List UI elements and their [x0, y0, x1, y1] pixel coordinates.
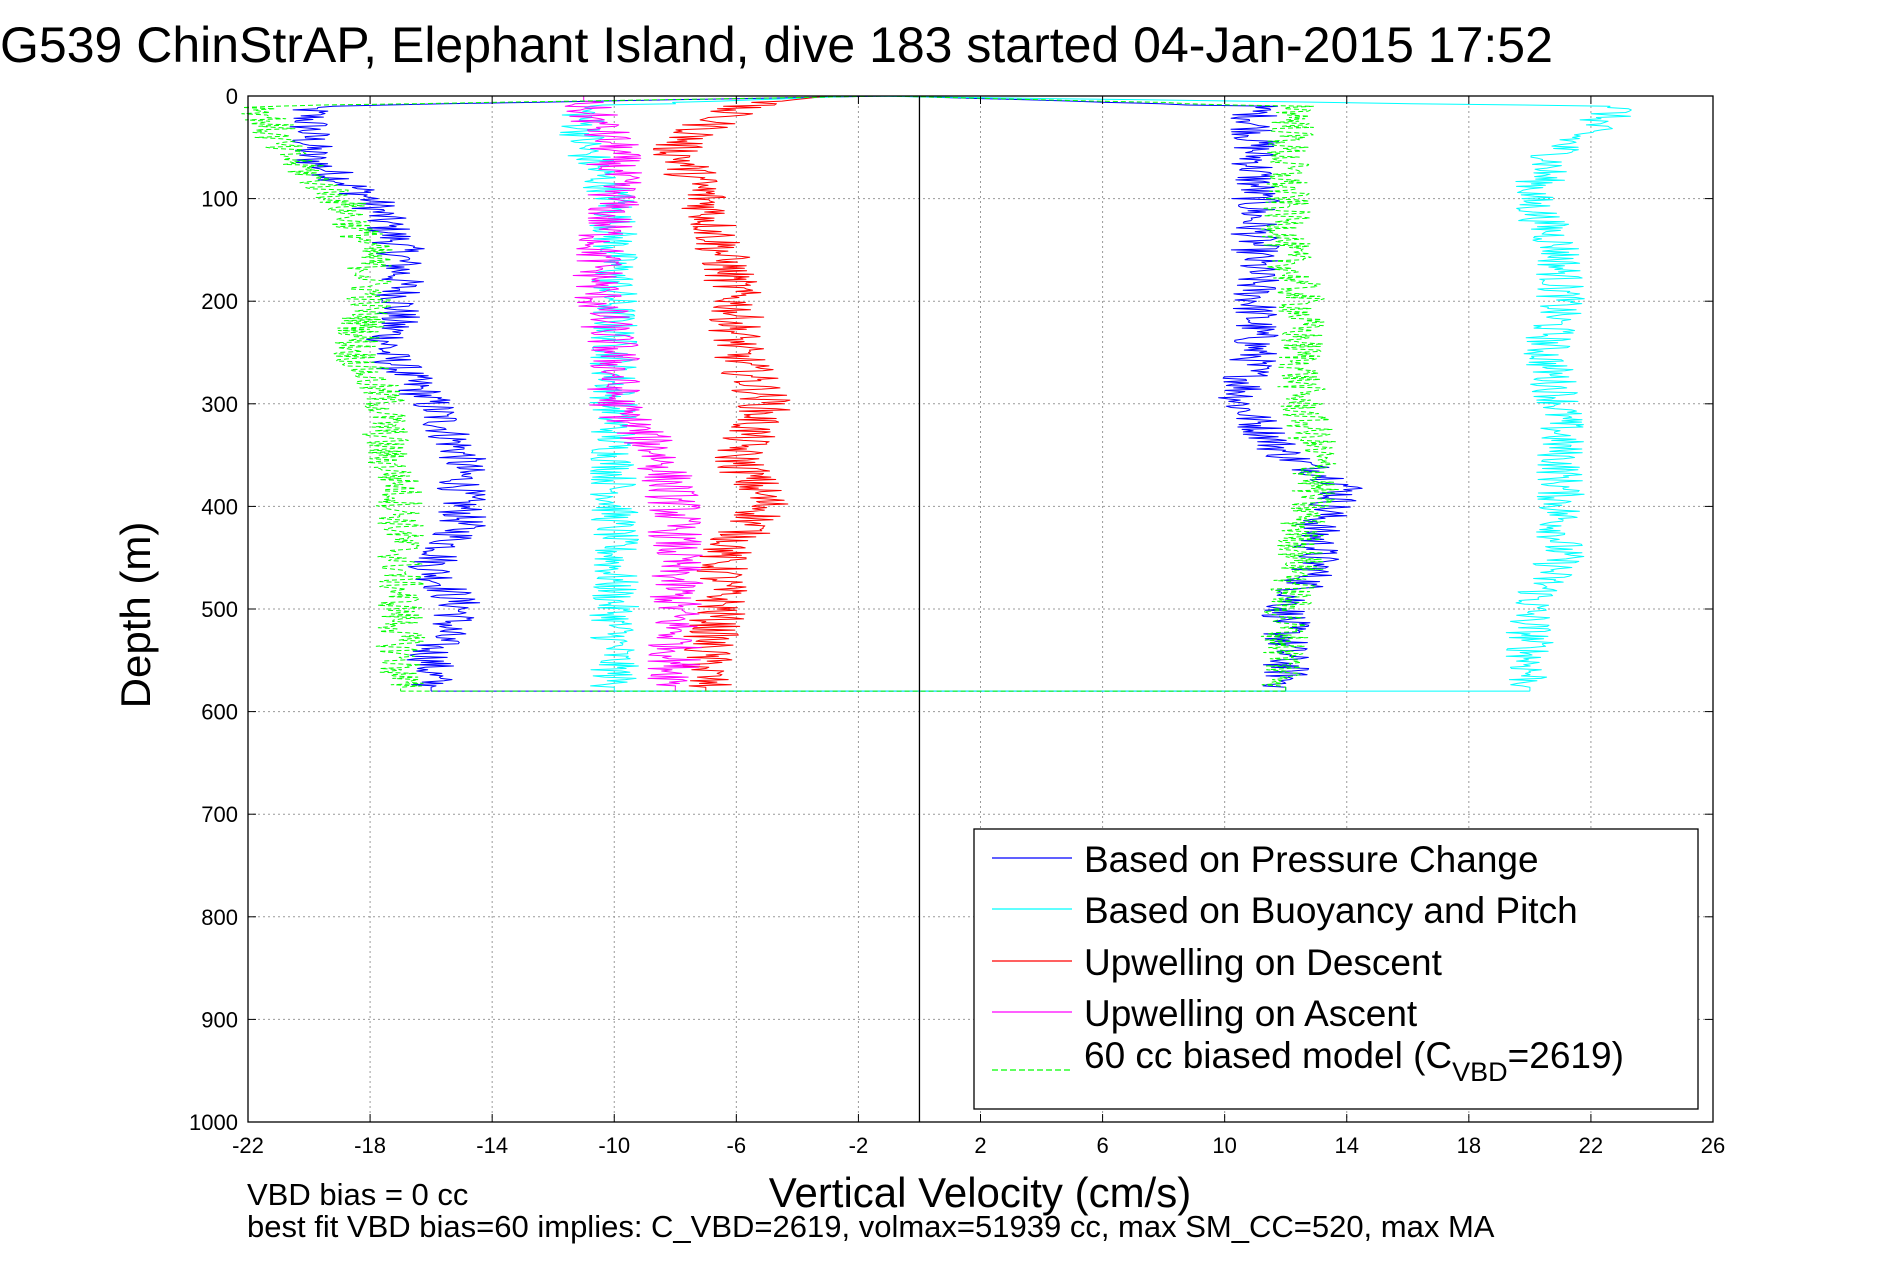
y-axis-label: Depth (m) — [112, 522, 159, 709]
y-tick-label: 100 — [201, 187, 238, 212]
x-tick-label: 6 — [1096, 1133, 1108, 1158]
series-line-ascent — [888, 95, 1339, 692]
y-tick-label: 600 — [201, 700, 238, 725]
y-tick-label: 300 — [201, 392, 238, 417]
x-tick-label: -18 — [354, 1133, 386, 1158]
legend-label: 60 cc biased model (CVBD=2619) — [1084, 1035, 1624, 1087]
series-line — [653, 95, 828, 692]
legend-label: Upwelling on Ascent — [1084, 993, 1418, 1034]
x-axis-ticks: -22 -18 -14 -10 -6 -2 2 6 10 14 18 22 26 — [232, 96, 1725, 1158]
series-line-descent — [289, 95, 889, 692]
x-tick-label: 22 — [1579, 1133, 1603, 1158]
x-tick-label: -10 — [598, 1133, 630, 1158]
x-tick-label: -22 — [232, 1133, 264, 1158]
y-tick-label: 1000 — [189, 1110, 238, 1135]
footer-vbd-bias: VBD bias = 0 cc — [247, 1177, 468, 1212]
footer-best-fit: best fit VBD bias=60 implies: C_VBD=2619… — [247, 1209, 1495, 1244]
legend-box — [973, 828, 1699, 1110]
y-tick-label: 900 — [201, 1007, 238, 1032]
chart-title: G539 ChinStrAP, Elephant Island, dive 18… — [0, 17, 1553, 73]
series-line — [564, 96, 704, 692]
x-tick-label: 26 — [1701, 1133, 1725, 1158]
y-tick-label: 0 — [226, 84, 238, 109]
series-line-descent — [241, 95, 889, 692]
x-tick-label: -2 — [849, 1133, 869, 1158]
y-tick-label: 400 — [201, 494, 238, 519]
legend-label: Based on Pressure Change — [1084, 839, 1539, 880]
x-tick-label: 18 — [1457, 1133, 1481, 1158]
x-tick-label: -14 — [476, 1133, 508, 1158]
y-tick-label: 200 — [201, 289, 238, 314]
legend: Based on Pressure Change Based on Buoyanc… — [973, 828, 1699, 1110]
y-tick-label: 500 — [201, 597, 238, 622]
legend-label: Upwelling on Descent — [1084, 942, 1443, 983]
series-layer — [241, 95, 1632, 692]
x-axis-label: Vertical Velocity (cm/s) — [769, 1169, 1191, 1216]
x-tick-label: 14 — [1335, 1133, 1359, 1158]
x-tick-label: -6 — [727, 1133, 747, 1158]
y-tick-label: 700 — [201, 802, 238, 827]
series-line-ascent — [858, 95, 1632, 692]
x-tick-label: 10 — [1212, 1133, 1236, 1158]
y-axis-ticks: 0 100 200 300 400 500 600 700 800 900 1000 — [189, 84, 1713, 1135]
legend-label: Based on Buoyancy and Pitch — [1084, 890, 1578, 931]
y-tick-label: 800 — [201, 905, 238, 930]
x-tick-label: 2 — [974, 1133, 986, 1158]
series-line-descent — [559, 95, 859, 692]
